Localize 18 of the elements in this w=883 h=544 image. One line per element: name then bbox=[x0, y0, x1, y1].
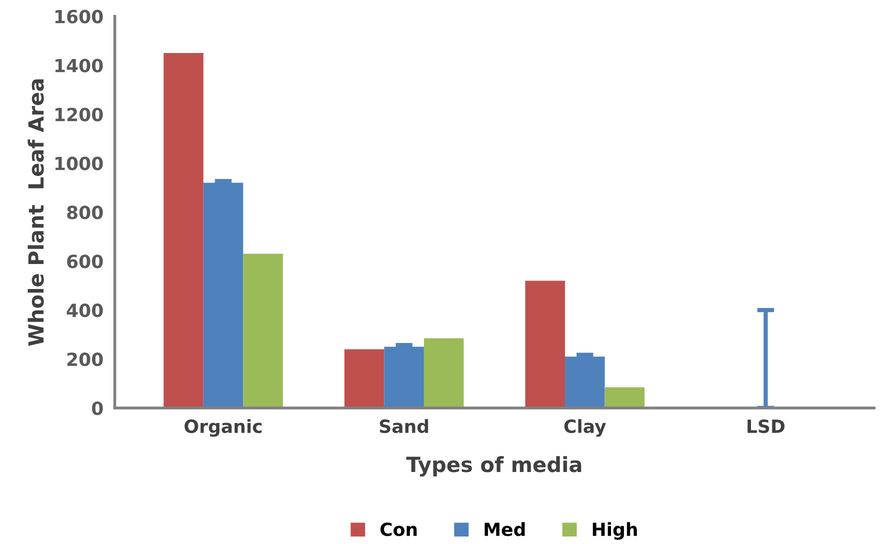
y-tick-label: 600 bbox=[67, 254, 103, 268]
y-tick-label: 1400 bbox=[55, 58, 103, 72]
y-tick-label: 1200 bbox=[55, 108, 103, 122]
y-tick-label: 200 bbox=[67, 352, 103, 366]
y-tick-label: 1600 bbox=[55, 10, 103, 24]
x-tick-label: Sand bbox=[380, 419, 428, 434]
legend-label: Con bbox=[380, 522, 417, 536]
legend-label: Med bbox=[484, 522, 525, 536]
x-tick-label: Clay bbox=[564, 419, 606, 437]
y-tick-label: 800 bbox=[67, 206, 103, 220]
y-tick-label: 400 bbox=[66, 304, 103, 318]
y-tick-label: 1000 bbox=[55, 156, 103, 170]
y-tick-label: 0 bbox=[92, 401, 103, 416]
x-tick-label: LSD bbox=[748, 419, 784, 434]
legend-label: High bbox=[592, 522, 637, 540]
x-axis-title: Types of media bbox=[406, 456, 582, 476]
y-axis-title: Whole Plant Leaf Area bbox=[28, 79, 44, 346]
x-tick-label: Organic bbox=[184, 419, 262, 437]
